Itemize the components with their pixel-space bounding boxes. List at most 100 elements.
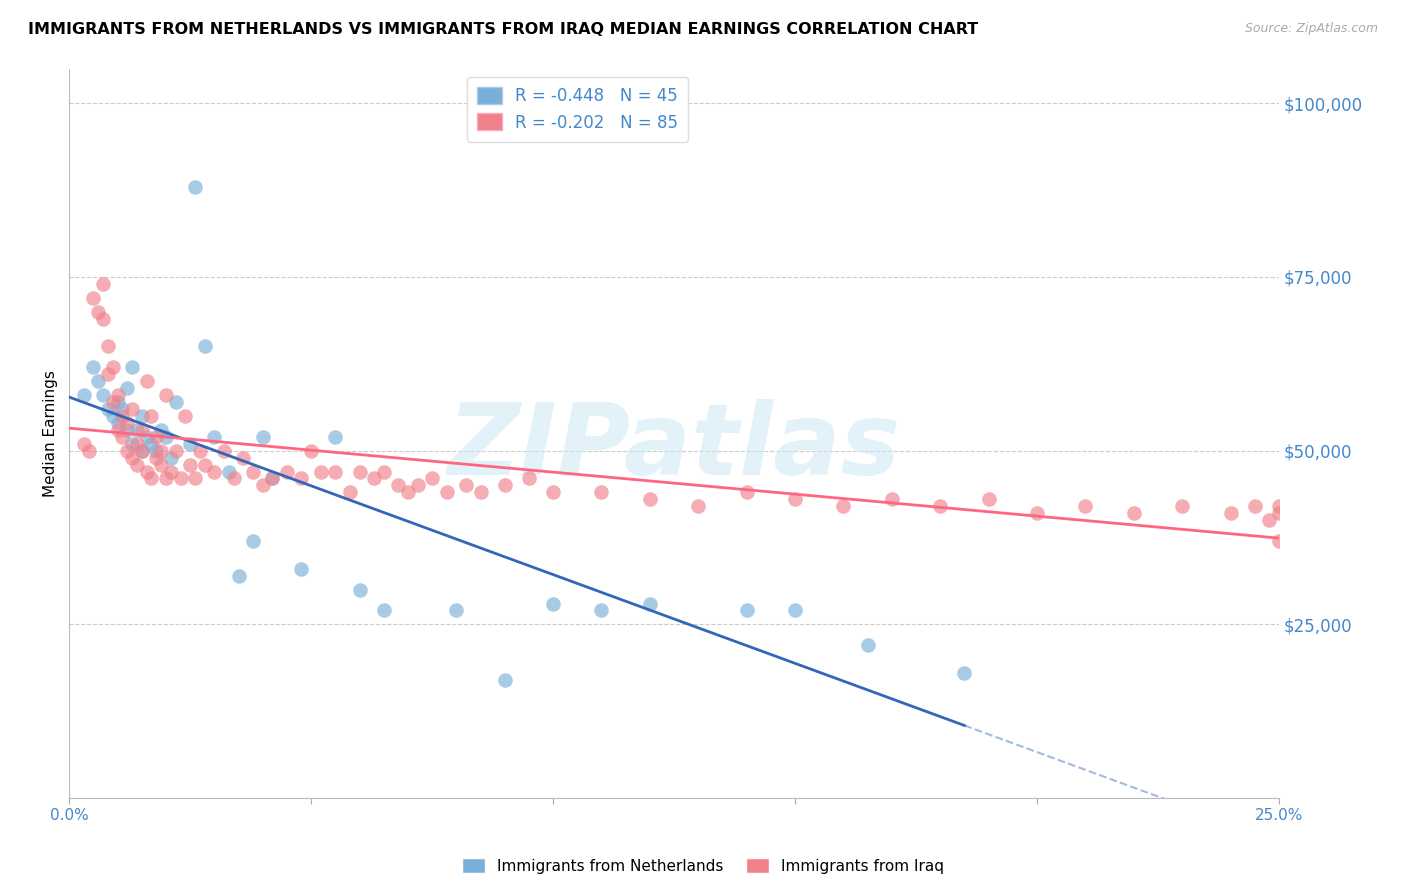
Point	[783, 492, 806, 507]
Point	[121, 436, 143, 450]
Point	[188, 443, 211, 458]
Text: Source: ZipAtlas.com: Source: ZipAtlas.com	[1244, 22, 1378, 36]
Legend: R = -0.448   N = 45, R = -0.202   N = 85: R = -0.448 N = 45, R = -0.202 N = 85	[467, 77, 688, 142]
Point	[117, 423, 139, 437]
Point	[145, 443, 167, 458]
Point	[97, 401, 120, 416]
Point	[252, 430, 274, 444]
Point	[150, 423, 173, 437]
Point	[117, 443, 139, 458]
Point	[202, 465, 225, 479]
Point	[87, 304, 110, 318]
Point	[688, 500, 710, 514]
Point	[202, 430, 225, 444]
Point	[880, 492, 903, 507]
Point	[107, 423, 129, 437]
Point	[135, 374, 157, 388]
Point	[470, 485, 492, 500]
Point	[97, 339, 120, 353]
Point	[232, 450, 254, 465]
Point	[77, 443, 100, 458]
Point	[107, 395, 129, 409]
Point	[242, 465, 264, 479]
Point	[194, 458, 217, 472]
Point	[420, 471, 443, 485]
Point	[101, 360, 124, 375]
Point	[218, 465, 240, 479]
Point	[131, 443, 153, 458]
Point	[1219, 506, 1241, 520]
Point	[155, 430, 177, 444]
Point	[454, 478, 477, 492]
Point	[349, 465, 371, 479]
Point	[349, 582, 371, 597]
Point	[363, 471, 385, 485]
Point	[107, 388, 129, 402]
Point	[977, 492, 1000, 507]
Point	[517, 471, 540, 485]
Point	[73, 436, 96, 450]
Point	[387, 478, 409, 492]
Point	[252, 478, 274, 492]
Point	[150, 443, 173, 458]
Point	[179, 436, 201, 450]
Point	[1258, 513, 1281, 527]
Point	[131, 423, 153, 437]
Point	[436, 485, 458, 500]
Text: IMMIGRANTS FROM NETHERLANDS VS IMMIGRANTS FROM IRAQ MEDIAN EARNINGS CORRELATION : IMMIGRANTS FROM NETHERLANDS VS IMMIGRANT…	[28, 22, 979, 37]
Point	[494, 673, 516, 687]
Point	[135, 465, 157, 479]
Point	[290, 471, 312, 485]
Point	[194, 339, 217, 353]
Point	[541, 597, 564, 611]
Point	[1268, 500, 1291, 514]
Point	[91, 388, 114, 402]
Point	[82, 360, 104, 375]
Point	[141, 409, 163, 423]
Point	[309, 465, 332, 479]
Point	[91, 311, 114, 326]
Point	[184, 179, 207, 194]
Point	[165, 443, 187, 458]
Point	[101, 409, 124, 423]
Y-axis label: Median Earnings: Median Earnings	[44, 370, 58, 497]
Point	[121, 450, 143, 465]
Point	[325, 430, 347, 444]
Point	[141, 471, 163, 485]
Point	[325, 465, 347, 479]
Point	[1243, 500, 1265, 514]
Point	[541, 485, 564, 500]
Point	[184, 471, 207, 485]
Point	[87, 374, 110, 388]
Point	[222, 471, 245, 485]
Point	[856, 638, 879, 652]
Point	[135, 430, 157, 444]
Point	[212, 443, 235, 458]
Point	[638, 597, 661, 611]
Point	[107, 416, 129, 430]
Point	[262, 471, 284, 485]
Point	[735, 603, 758, 617]
Point	[179, 458, 201, 472]
Point	[160, 465, 183, 479]
Point	[160, 450, 183, 465]
Point	[290, 562, 312, 576]
Point	[117, 416, 139, 430]
Point	[1074, 500, 1097, 514]
Point	[125, 436, 148, 450]
Point	[141, 436, 163, 450]
Point	[373, 465, 395, 479]
Point	[165, 395, 187, 409]
Point	[242, 533, 264, 548]
Point	[174, 409, 197, 423]
Point	[1268, 506, 1291, 520]
Point	[953, 665, 976, 680]
Point	[299, 443, 322, 458]
Point	[150, 458, 173, 472]
Point	[735, 485, 758, 500]
Point	[121, 401, 143, 416]
Point	[591, 603, 613, 617]
Point	[1171, 500, 1194, 514]
Point	[111, 401, 134, 416]
Point	[929, 500, 952, 514]
